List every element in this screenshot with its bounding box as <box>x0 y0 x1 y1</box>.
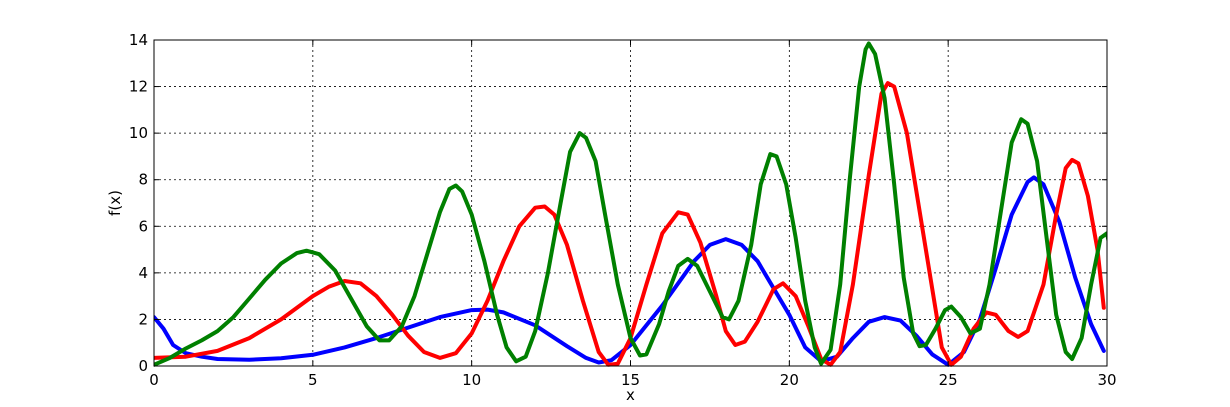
y-tick-label: 12 <box>129 78 148 96</box>
series-line-2 <box>154 81 1106 367</box>
y-tick-label: 8 <box>138 171 148 189</box>
x-tick-label: 5 <box>308 371 318 389</box>
y-tick-label: 10 <box>129 124 148 142</box>
y-tick-label: 14 <box>129 31 148 49</box>
plot-series <box>154 41 1107 367</box>
x-tick-label: 25 <box>939 371 958 389</box>
x-tick-label: 10 <box>462 371 481 389</box>
y-tick-label: 2 <box>138 310 148 328</box>
y-tick-label: 0 <box>138 357 148 375</box>
y-tick-label: 6 <box>138 217 148 235</box>
x-tick-label: 30 <box>1097 371 1116 389</box>
x-tick-label: 15 <box>621 371 640 389</box>
series-line-3 <box>154 41 1107 367</box>
series-line-1 <box>154 175 1106 367</box>
y-tick-label: 4 <box>138 264 148 282</box>
x-tick-label: 20 <box>780 371 799 389</box>
axis-ticks: 0 5 10 15 20 25 30 0 2 4 6 8 10 12 14 <box>129 31 1117 389</box>
y-axis-label: f(x) <box>106 190 124 216</box>
x-axis-label: x <box>626 386 635 404</box>
plot-frame <box>153 39 1108 367</box>
x-tick-label: 0 <box>149 371 159 389</box>
grid-lines <box>154 40 1107 366</box>
